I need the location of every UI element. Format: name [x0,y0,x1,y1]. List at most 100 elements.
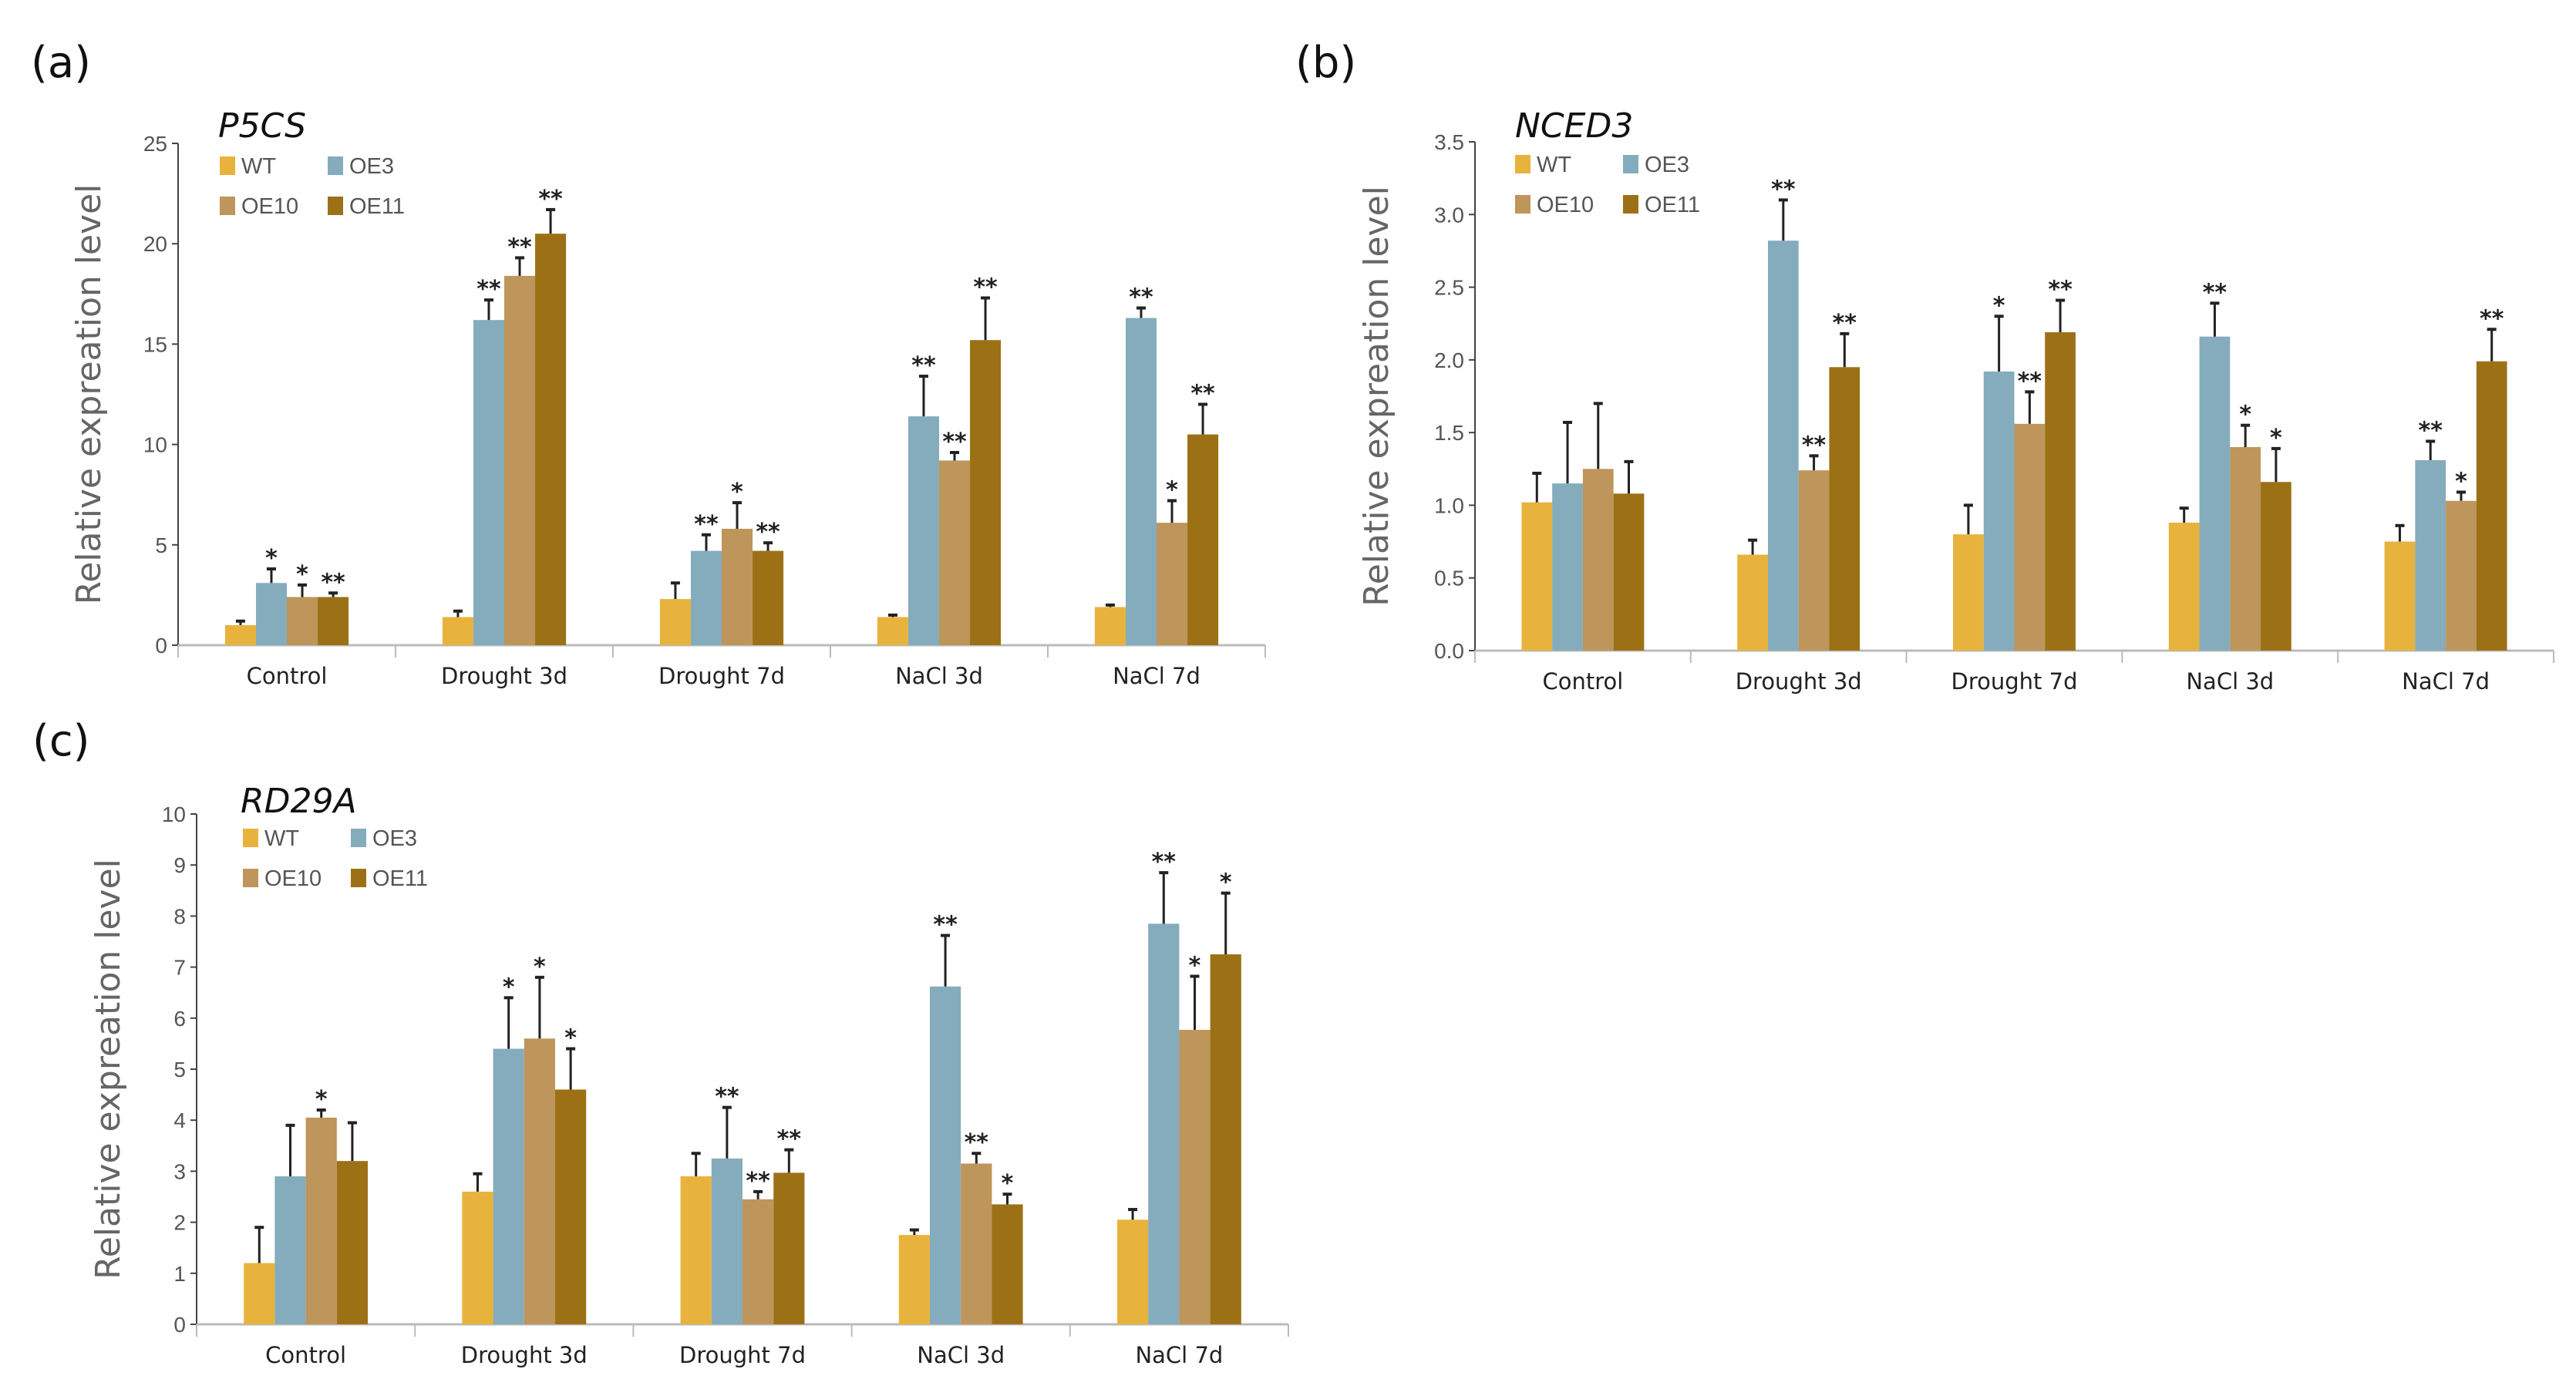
chart-title: P5CS [218,106,306,146]
y-tick-label: 15 [143,332,167,356]
x-tick-label: Drought 7d [658,663,785,689]
bar-oe10 [504,275,536,645]
y-tick-label: 0.5 [1434,567,1464,590]
significance-marker: ** [942,429,967,456]
y-tick-label: 1.0 [1434,493,1464,517]
panel-label: (a) [31,38,91,88]
bar-wt [1521,502,1553,651]
bar-oe10 [1179,1030,1211,1324]
legend-label: OE3 [372,826,417,851]
significance-marker: * [2239,402,2251,429]
significance-marker: ** [911,352,936,379]
bar-oe3 [711,1158,742,1324]
legend-swatch-wt [220,156,235,175]
bar-oe11 [1829,367,1860,651]
y-tick-label: 4 [173,1108,186,1132]
significance-marker: * [534,954,546,981]
bar-oe11 [336,1161,369,1324]
significance-marker: ** [2048,277,2073,304]
x-tick-label: Control [247,663,328,689]
bar-wt [2384,541,2416,651]
bar-oe10 [1798,470,1830,651]
significance-marker: ** [973,274,998,301]
significance-marker: * [1189,953,1201,980]
legend-swatch-oe11 [1623,195,1638,214]
bar-oe10 [2014,423,2046,651]
significance-marker: * [503,974,515,1001]
significance-marker: ** [476,276,501,303]
significance-marker: * [2455,468,2467,495]
significance-marker: * [2270,425,2282,452]
bar-wt [1737,554,1768,651]
y-tick-label: 25 [143,132,167,156]
bar-oe10 [2446,500,2477,651]
legend-swatch-oe10 [1515,195,1530,214]
x-tick-label: Control [1542,668,1623,695]
y-tick-label: 20 [143,232,167,256]
x-tick-label: Drought 3d [461,1342,588,1368]
legend-swatch-oe3 [1623,155,1638,173]
bar-oe10 [1582,469,1614,651]
x-tick-label: Control [265,1342,346,1368]
legend-label: OE11 [349,194,405,219]
bar-oe11 [535,234,567,645]
bar-wt [462,1191,493,1324]
significance-marker: ** [965,1129,989,1156]
significance-marker: * [1993,292,2005,319]
significance-marker: ** [777,1126,802,1153]
x-tick-label: NaCl 3d [895,663,983,689]
panel-label: (c) [32,716,89,766]
y-tick-label: 1 [173,1262,186,1286]
bar-oe11 [773,1172,805,1324]
significance-marker: ** [933,912,958,939]
significance-marker: ** [1802,432,1827,459]
bar-oe11 [318,597,349,645]
x-tick-label: Drought 7d [1951,668,2078,695]
bar-oe11 [1210,954,1241,1324]
bar-oe10 [1157,523,1188,645]
significance-marker: * [1002,1170,1014,1197]
y-tick-label: 10 [162,802,186,826]
significance-marker: ** [1833,310,1857,337]
bar-oe11 [2261,482,2291,651]
legend-swatch-wt [1515,155,1530,173]
bar-oe11 [1613,493,1645,651]
y-tick-label: 5 [173,1058,186,1081]
y-tick-label: 3 [173,1159,186,1183]
x-tick-label: Drought 3d [441,663,567,689]
bar-oe10 [287,597,318,645]
panel-label: (b) [1295,38,1356,88]
legend-label: OE3 [1645,153,1689,177]
chart-title: NCED3 [1515,106,1633,146]
y-tick-label: 1.5 [1434,421,1464,445]
bar-oe3 [473,320,504,645]
significance-marker: * [265,545,278,572]
chart-panel-nced3: (b) NCED3 Relative expreation level 0.0 0.5 1… [1295,38,2554,695]
significance-marker: ** [746,1168,770,1195]
bar-oe10 [961,1163,992,1324]
y-axis-label: Relative expreation level [1357,186,1396,607]
bar-oe10 [305,1117,337,1324]
bar-oe3 [1767,241,1799,651]
bar-oe11 [555,1089,587,1324]
bar-wt [680,1176,712,1324]
bar-wt [224,624,256,645]
legend-label: WT [264,826,299,851]
legend-label: OE3 [349,154,394,179]
y-tick-label: 0 [155,634,167,658]
bar-wt [1953,534,1984,651]
y-tick-label: 10 [143,433,167,457]
significance-marker: ** [1129,284,1153,311]
bar-oe3 [907,416,939,645]
significance-marker: * [731,479,743,506]
bar-oe3 [690,550,722,645]
bar-wt [659,599,691,645]
bar-oe11 [992,1204,1023,1324]
bar-oe11 [970,340,1002,645]
bar-oe11 [753,550,784,645]
legend-swatch-oe10 [243,869,258,887]
legend-swatch-wt [243,829,258,847]
legend-label: WT [241,154,276,179]
y-tick-label: 0 [173,1313,186,1337]
